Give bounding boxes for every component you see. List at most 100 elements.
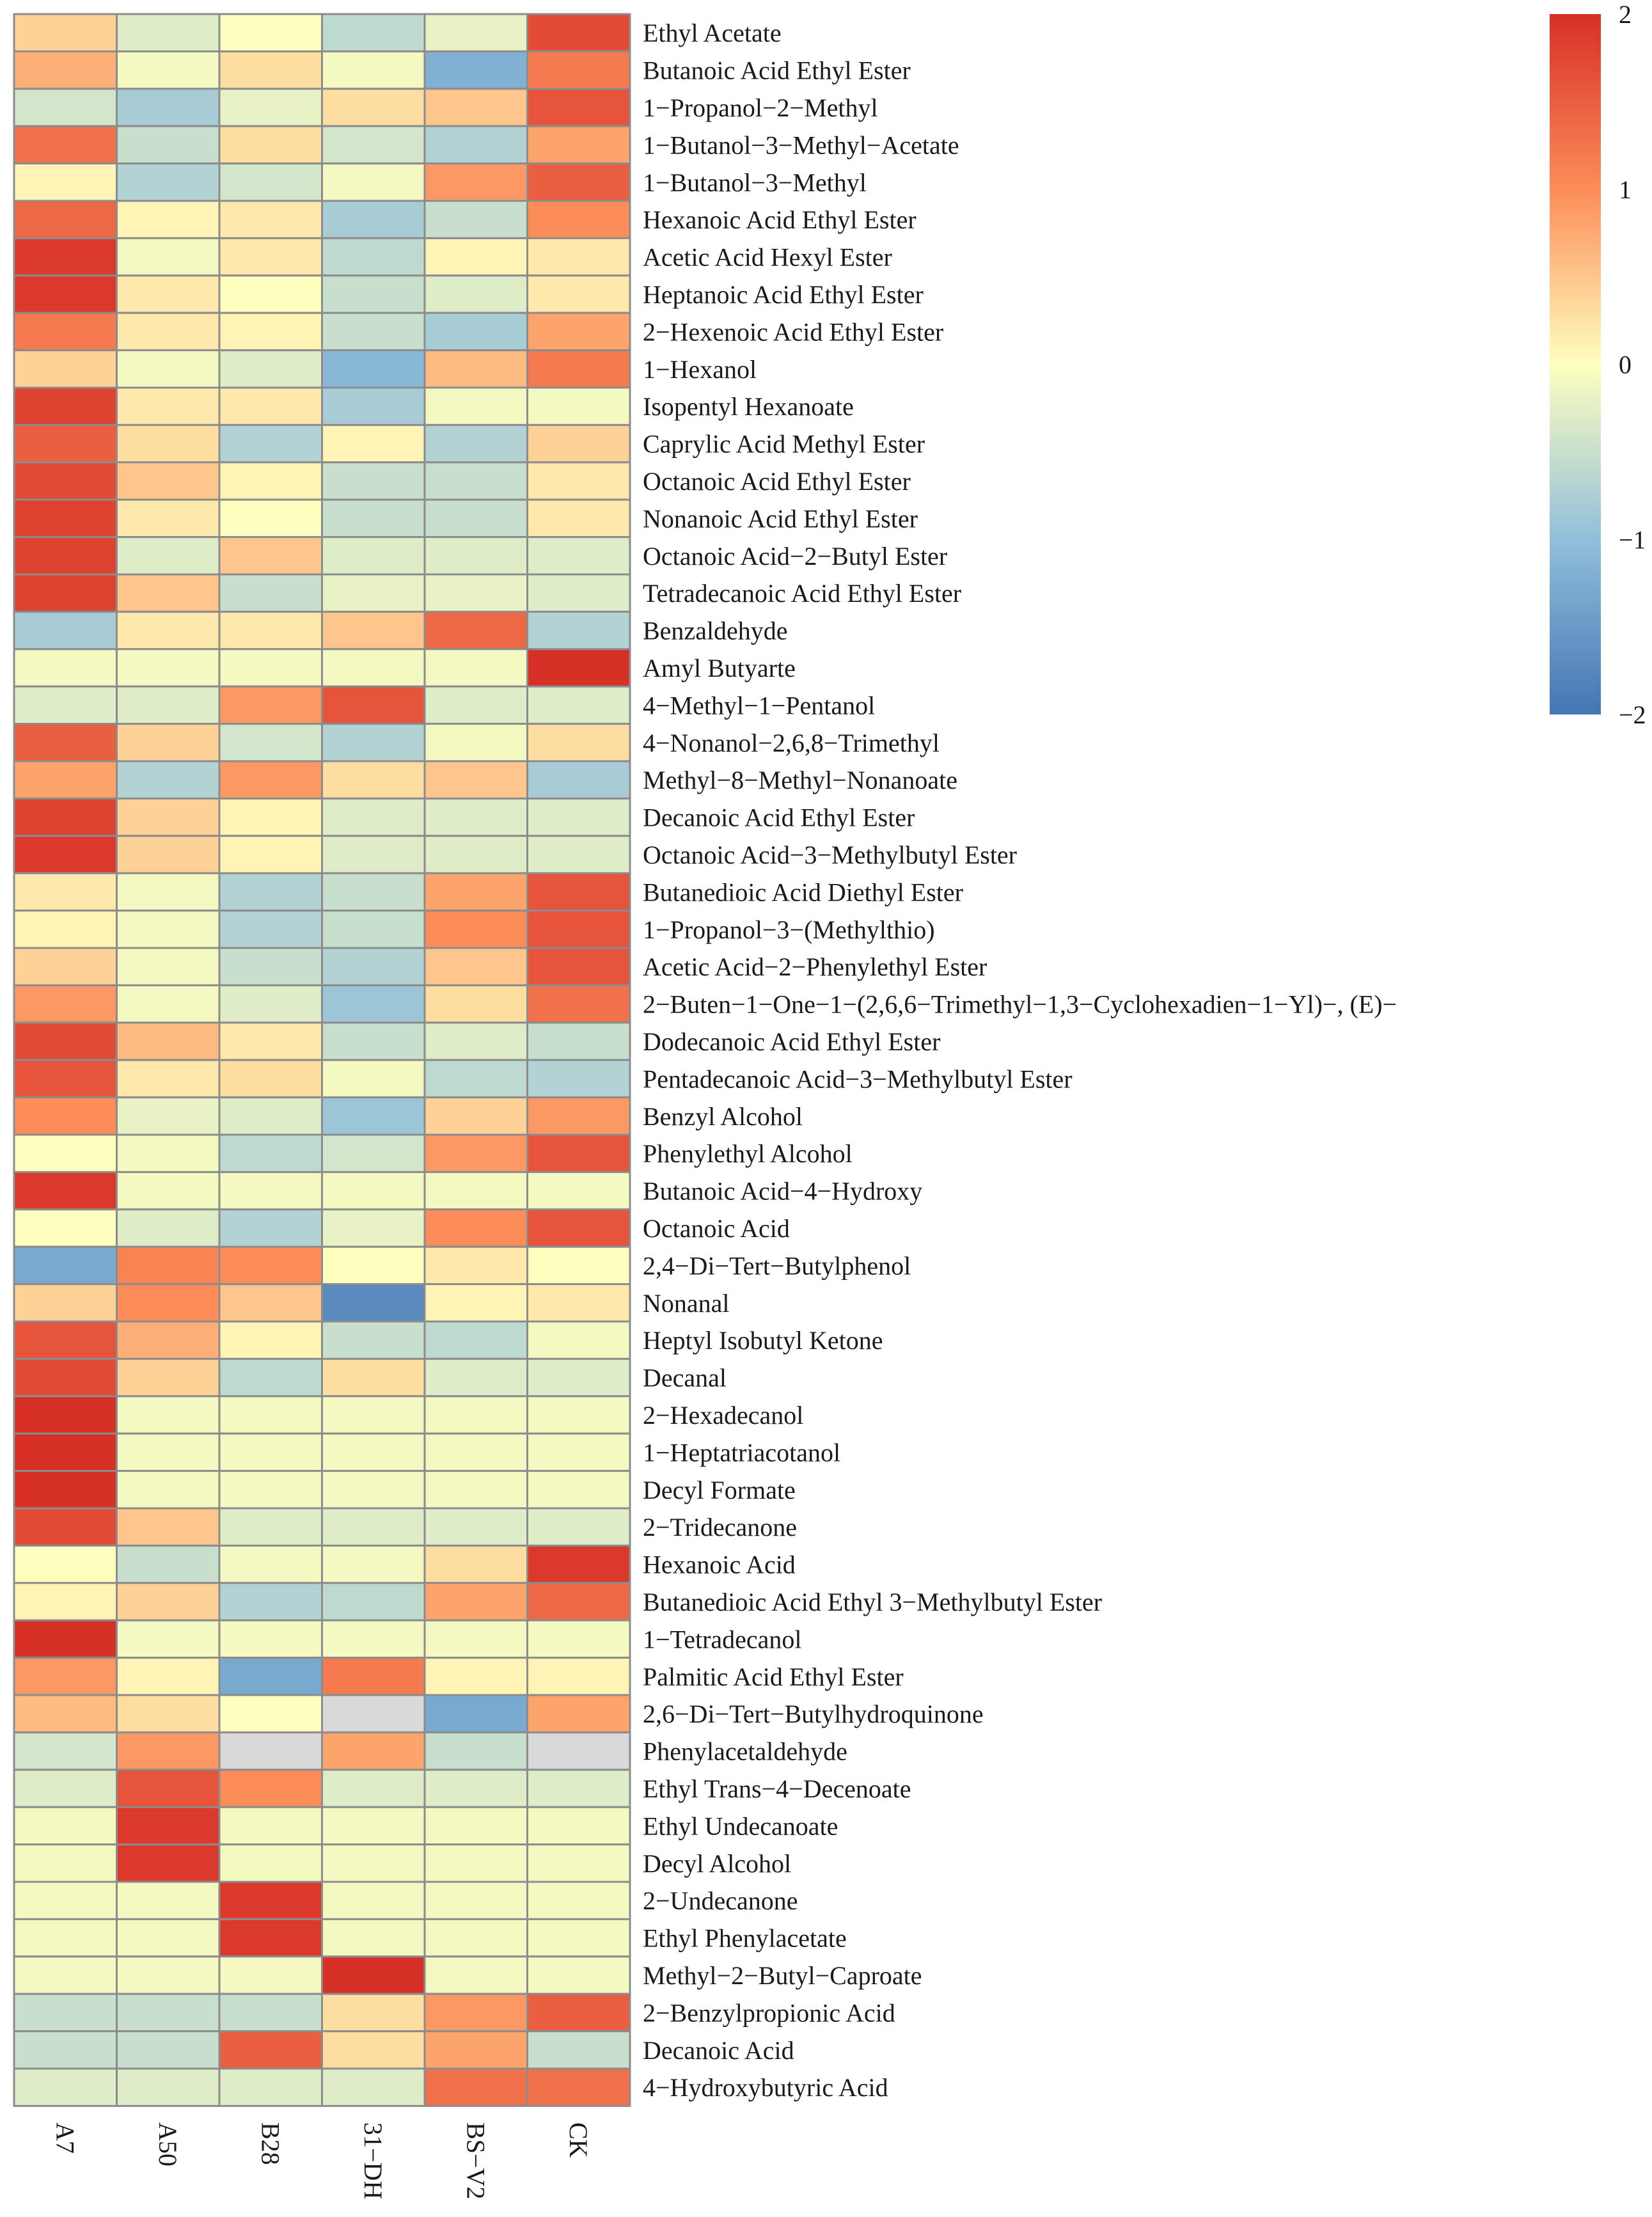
heatmap-cell — [218, 461, 323, 501]
heatmap-cell — [218, 200, 323, 239]
row-label: Heptyl Isobutyl Ketone — [643, 1326, 883, 1355]
row-label: Acetic Acid−2−Phenylethyl Ester — [643, 952, 987, 981]
heatmap-cell — [116, 1694, 221, 1733]
heatmap-cell — [116, 1245, 221, 1286]
heatmap-cell — [218, 1918, 323, 1958]
row-label: 2−Buten−1−One−1−(2,6,6−Trimethyl−1,3−Cyc… — [643, 990, 1397, 1019]
heatmap-cell — [423, 200, 528, 239]
heatmap-cell — [13, 723, 118, 762]
row-label: Dodecanoic Acid Ethyl Ester — [643, 1027, 940, 1056]
heatmap-cell — [321, 237, 426, 277]
heatmap-cell — [116, 1918, 221, 1958]
heatmap-cell — [423, 237, 528, 277]
heatmap-cell — [13, 910, 118, 949]
heatmap-cell — [423, 1096, 528, 1136]
heatmap-cell — [526, 1357, 631, 1398]
heatmap-cell — [321, 1059, 426, 1099]
heatmap-cell — [13, 461, 118, 501]
heatmap-cell — [116, 1470, 221, 1510]
heatmap-cell — [116, 386, 221, 426]
heatmap-cell — [423, 1582, 528, 1621]
heatmap-cell — [13, 1357, 118, 1398]
row-label: Butanoic Acid−4−Hydroxy — [643, 1177, 922, 1206]
heatmap-cell — [13, 1769, 118, 1808]
heatmap-cell — [218, 1357, 323, 1398]
heatmap-cell — [423, 1059, 528, 1099]
row-label: Butanoic Acid Ethyl Ester — [643, 56, 911, 85]
row-label: Methyl−2−Butyl−Caproate — [643, 1961, 922, 1990]
color-legend: 2 1 0 −1 −2 — [1550, 0, 1646, 729]
heatmap-cell — [321, 1992, 426, 2033]
heatmap-cell — [13, 162, 118, 202]
heatmap-cell — [218, 125, 323, 165]
heatmap-cell — [116, 1096, 221, 1136]
legend-tick-label: −2 — [1619, 700, 1646, 729]
heatmap-cell — [321, 1507, 426, 1547]
heatmap-cell — [13, 1208, 118, 1248]
heatmap-cell — [423, 274, 528, 314]
heatmap-cell — [526, 685, 631, 725]
heatmap-cell — [13, 1731, 118, 1771]
heatmap-cell — [526, 1507, 631, 1547]
row-label: 1−Propanol−3−(Methylthio) — [643, 915, 935, 944]
heatmap-cell — [13, 1133, 118, 1173]
heatmap-cell — [13, 1619, 118, 1659]
heatmap-cell — [116, 1544, 221, 1584]
heatmap-cell — [218, 1133, 323, 1173]
heatmap-cell — [423, 1171, 528, 1211]
row-label: Ethyl Phenylacetate — [643, 1924, 847, 1953]
heatmap-cell — [116, 1881, 221, 1920]
heatmap-cell — [526, 1320, 631, 1360]
heatmap-cell — [321, 1806, 426, 1846]
heatmap-cell — [423, 685, 528, 725]
heatmap-cell — [321, 1918, 426, 1958]
heatmap-cell — [116, 573, 221, 613]
heatmap-cell — [526, 423, 631, 464]
heatmap-cell — [218, 50, 323, 90]
heatmap-cell — [13, 498, 118, 539]
heatmap-cell — [526, 498, 631, 539]
row-label: Octanoic Acid Ethyl Ester — [643, 467, 911, 496]
heatmap-cell — [218, 1544, 323, 1584]
legend-tick-label: 1 — [1619, 175, 1632, 204]
heatmap-cell — [116, 1582, 221, 1621]
heatmap-cell — [218, 1283, 323, 1323]
heatmap-cell — [321, 125, 426, 165]
heatmap-cell — [423, 13, 528, 52]
row-label: Nonanal — [643, 1289, 730, 1318]
heatmap-cell — [116, 498, 221, 539]
heatmap-cell — [116, 312, 221, 352]
heatmap-cell — [218, 797, 323, 837]
heatmap-cell — [423, 2030, 528, 2070]
heatmap-cell — [423, 1619, 528, 1659]
heatmap-cell — [218, 88, 323, 127]
heatmap-cell — [116, 1283, 221, 1323]
heatmap-cell — [321, 835, 426, 874]
heatmap-cell — [13, 1544, 118, 1584]
heatmap-cell — [321, 1881, 426, 1920]
heatmap-cell — [526, 797, 631, 837]
heatmap-cell — [423, 1992, 528, 2033]
heatmap-cell — [218, 1806, 323, 1846]
heatmap-cell — [321, 2067, 426, 2107]
heatmap-cell — [423, 610, 528, 651]
heatmap-cell — [526, 536, 631, 576]
row-label: Amyl Butyarte — [643, 654, 796, 682]
row-label: Nonanoic Acid Ethyl Ester — [643, 504, 918, 533]
legend-tick-label: −1 — [1619, 525, 1646, 554]
row-label: 1−Tetradecanol — [643, 1625, 802, 1653]
heatmap-cell — [526, 1544, 631, 1584]
heatmap-cell — [218, 1582, 323, 1621]
heatmap-cell — [218, 498, 323, 539]
heatmap-cell — [526, 1769, 631, 1808]
heatmap-cell — [116, 1769, 221, 1808]
row-label: Heptanoic Acid Ethyl Ester — [643, 280, 924, 309]
heatmap-cell — [423, 984, 528, 1024]
heatmap-cell — [13, 386, 118, 426]
heatmap-cell — [116, 237, 221, 277]
heatmap-cell — [218, 1881, 323, 1920]
heatmap-cell — [321, 648, 426, 688]
heatmap-cell — [321, 947, 426, 986]
heatmap-cell — [526, 610, 631, 651]
heatmap-cell — [423, 1470, 528, 1510]
